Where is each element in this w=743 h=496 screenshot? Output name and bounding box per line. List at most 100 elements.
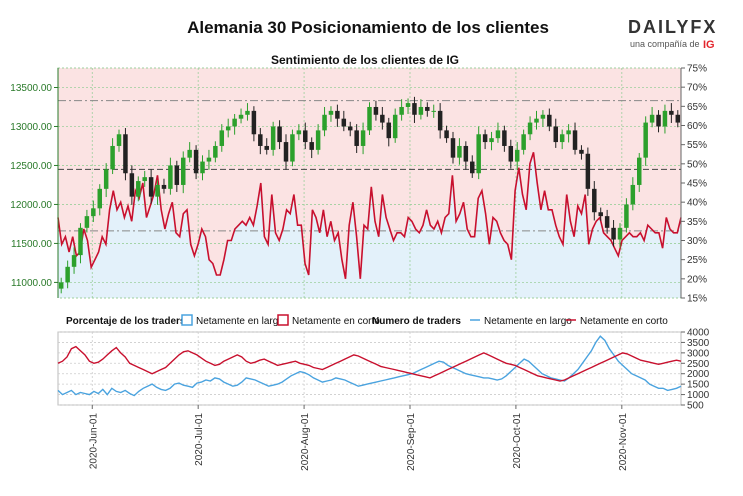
- candle-body: [675, 114, 681, 123]
- candle-body: [65, 266, 70, 283]
- candle-body: [303, 130, 308, 143]
- candle-body: [200, 161, 205, 174]
- candle-body: [649, 114, 655, 123]
- x-tick-label: 2020-Nov-01: [618, 413, 629, 471]
- sub-right-tick-label: 1500: [687, 380, 710, 391]
- candle-body: [611, 227, 616, 240]
- candle-body: [277, 126, 282, 143]
- left-tick-label: 11000.00: [11, 278, 52, 289]
- candle-body: [161, 184, 167, 189]
- right-tick-label: 45%: [687, 179, 707, 190]
- candle-body: [335, 110, 340, 119]
- candle-body: [656, 114, 661, 127]
- sentiment-panel: 11000.00 11500.00 12000.00 12500.00 13000.00…: [10, 64, 707, 305]
- candle-body: [482, 134, 488, 143]
- candle-body: [116, 134, 122, 146]
- candle-body: [470, 161, 475, 174]
- candle-body: [322, 114, 327, 131]
- right-tick-label: 75%: [687, 64, 707, 75]
- legend-pct-title: Porcentaje de los traders: [66, 316, 186, 327]
- candle-body: [264, 145, 269, 150]
- candle-body: [142, 177, 147, 182]
- logo-brand: DAILYFX: [628, 17, 717, 37]
- candle-body: [444, 130, 449, 139]
- candle-body: [360, 130, 366, 146]
- candle-body: [457, 145, 462, 158]
- candle-body: [476, 134, 481, 174]
- candle-body: [399, 106, 404, 115]
- candle-body: [553, 126, 559, 143]
- candle-body: [418, 106, 424, 115]
- candle-body: [669, 110, 674, 115]
- traders-short-line: [57, 345, 682, 382]
- sub-right-tick-label: 500: [687, 401, 704, 412]
- candle-body: [97, 188, 102, 209]
- candle-body: [193, 149, 199, 174]
- right-tick-label: 70%: [687, 83, 707, 94]
- right-tick-label: 60%: [687, 121, 707, 132]
- right-tick-label: 35%: [687, 217, 707, 228]
- candle-body: [206, 157, 212, 162]
- x-tick-label: 2020-Sep-01: [406, 413, 417, 471]
- candle-body: [354, 130, 359, 146]
- candle-body: [78, 227, 83, 256]
- sub-right-tick-label: 3500: [687, 338, 710, 349]
- legend-count-title: Numero de traders: [372, 316, 461, 327]
- candle-body: [579, 149, 584, 154]
- net-short-percent-line: [57, 152, 682, 279]
- right-tick-label: 40%: [687, 198, 707, 209]
- candle-body: [489, 138, 494, 143]
- legend-pct-short: Netamente en corto: [292, 316, 380, 327]
- traders-long-line: [57, 335, 682, 397]
- candle-body: [572, 130, 578, 150]
- right-tick-label: 65%: [687, 102, 707, 113]
- logo-partner: IG: [703, 39, 715, 51]
- candle-body: [534, 118, 539, 123]
- sub-right-tick-label: 2500: [687, 359, 710, 370]
- candle-body: [373, 106, 379, 115]
- right-tick-label: 20%: [687, 274, 707, 285]
- candle-body: [315, 130, 321, 150]
- right-tick-label: 50%: [687, 159, 707, 170]
- candle-body: [251, 110, 257, 135]
- candle-body: [341, 118, 347, 127]
- candle-body: [238, 114, 244, 119]
- candle-body: [592, 188, 597, 213]
- candle-body: [386, 122, 392, 139]
- main-subtitle: Sentimiento de los clientes de IG: [271, 53, 459, 67]
- candle-body: [521, 134, 526, 150]
- sub-right-tick-label: 4000: [687, 328, 710, 339]
- legend-long-box: [181, 314, 193, 326]
- candle-body: [412, 103, 417, 115]
- candle-body: [431, 110, 436, 112]
- sub-right-tick-label: 1000: [687, 390, 710, 401]
- candle-body: [225, 126, 231, 131]
- candle-body: [637, 157, 642, 185]
- legend-short-box: [277, 314, 289, 326]
- candle-body: [296, 130, 302, 135]
- candle-body: [84, 216, 90, 228]
- candle-body: [136, 181, 141, 197]
- candle-body: [540, 114, 546, 119]
- right-tick-label: 15%: [687, 294, 707, 305]
- candle-body: [258, 134, 263, 146]
- candle-body: [110, 145, 115, 170]
- legend-count-short: Netamente en corto: [580, 316, 668, 327]
- candle-body: [463, 145, 469, 162]
- legend-pct-long: Netamente en largo: [196, 316, 284, 327]
- sub-right-tick-label: 2000: [687, 369, 710, 380]
- left-tick-label: 13500.00: [10, 83, 52, 94]
- legend-count-long: Netamente en largo: [484, 316, 572, 327]
- candle-body: [309, 142, 314, 150]
- candle-body: [502, 130, 507, 146]
- candle-body: [123, 134, 128, 174]
- candle-body: [527, 122, 533, 135]
- x-tick-label: 2020-Aug-01: [300, 413, 311, 471]
- candle-body: [270, 126, 276, 150]
- candle-body: [630, 184, 636, 205]
- candle-body: [425, 106, 430, 111]
- candle-body: [328, 110, 334, 115]
- candle-body: [148, 177, 154, 197]
- candle-body: [129, 173, 135, 197]
- candle-body: [495, 130, 501, 139]
